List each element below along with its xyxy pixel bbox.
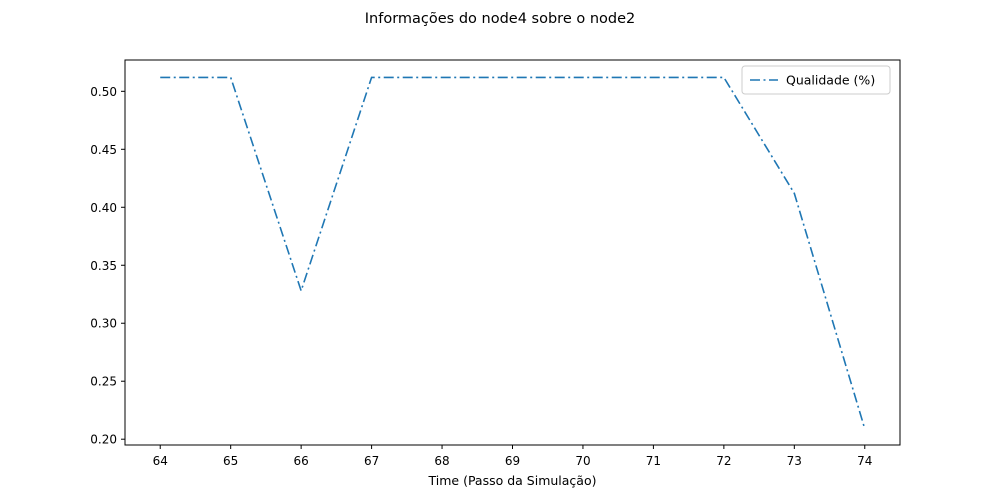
x-tick-label-71: 71 [646,454,661,468]
y-tick-label-0.25: 0.25 [90,375,117,389]
y-tick-label-0.35: 0.35 [90,259,117,273]
plot-area [160,76,866,429]
x-tick-label-74: 74 [857,454,872,468]
legend-box [741,65,891,95]
x-tick-label-65: 65 [223,454,238,468]
x-tick-label-68: 68 [434,454,449,468]
x-tick-label-73: 73 [787,454,802,468]
x-tick-label-67: 67 [364,454,379,468]
x-tick-label-72: 72 [716,454,731,468]
series-line-0 [160,76,866,429]
chart-title: Informações do node4 sobre o node2 [365,11,636,27]
x-axis-label: Time (Passo da Simulação) [428,473,597,488]
x-tick-label-64: 64 [153,454,168,468]
y-tick-label-0.40: 0.40 [90,201,117,215]
x-tick-label-69: 69 [505,454,520,468]
y-tick-label-0.20: 0.20 [90,433,117,447]
x-tick-label-70: 70 [575,454,590,468]
y-tick-label-0.30: 0.30 [90,317,117,331]
y-tick-label-0.45: 0.45 [90,143,117,157]
legend-label-0: Qualidade (%) [786,73,875,88]
x-tick-label-66: 66 [293,454,308,468]
plot-frame [124,59,901,446]
y-tick-label-0.50: 0.50 [90,85,117,99]
legend: Qualidade (%) [741,65,891,95]
axes: 64 65 66 67 68 69 70 71 72 73 74 0.20 0.25 0.30 0.35 0.… [90,59,901,468]
